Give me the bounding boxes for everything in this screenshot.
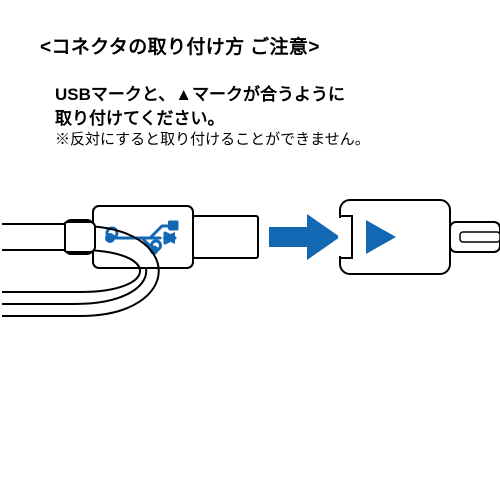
usb-metal [193, 216, 258, 258]
connector-diagram [0, 170, 500, 370]
arrow-shaft [269, 227, 307, 247]
note-line: ※反対にすると取り付けることができません。 [55, 128, 370, 149]
lightning-pins [460, 232, 500, 242]
body-line-2: 取り付けてください。 [55, 104, 225, 129]
strain-relief-redraw [63, 222, 95, 252]
cable-main-redraw [0, 224, 65, 250]
arrow-head [307, 214, 340, 260]
adapter-socket-open [338, 218, 342, 256]
usb-icon-square [168, 221, 176, 229]
body-line-1: USBマークと、▲マークが合うように [55, 80, 345, 105]
usb-icon-dot [105, 233, 115, 243]
heading: <コネクタの取り付け方 ご注意> [40, 32, 320, 59]
left-edge-trim [0, 220, 2, 320]
